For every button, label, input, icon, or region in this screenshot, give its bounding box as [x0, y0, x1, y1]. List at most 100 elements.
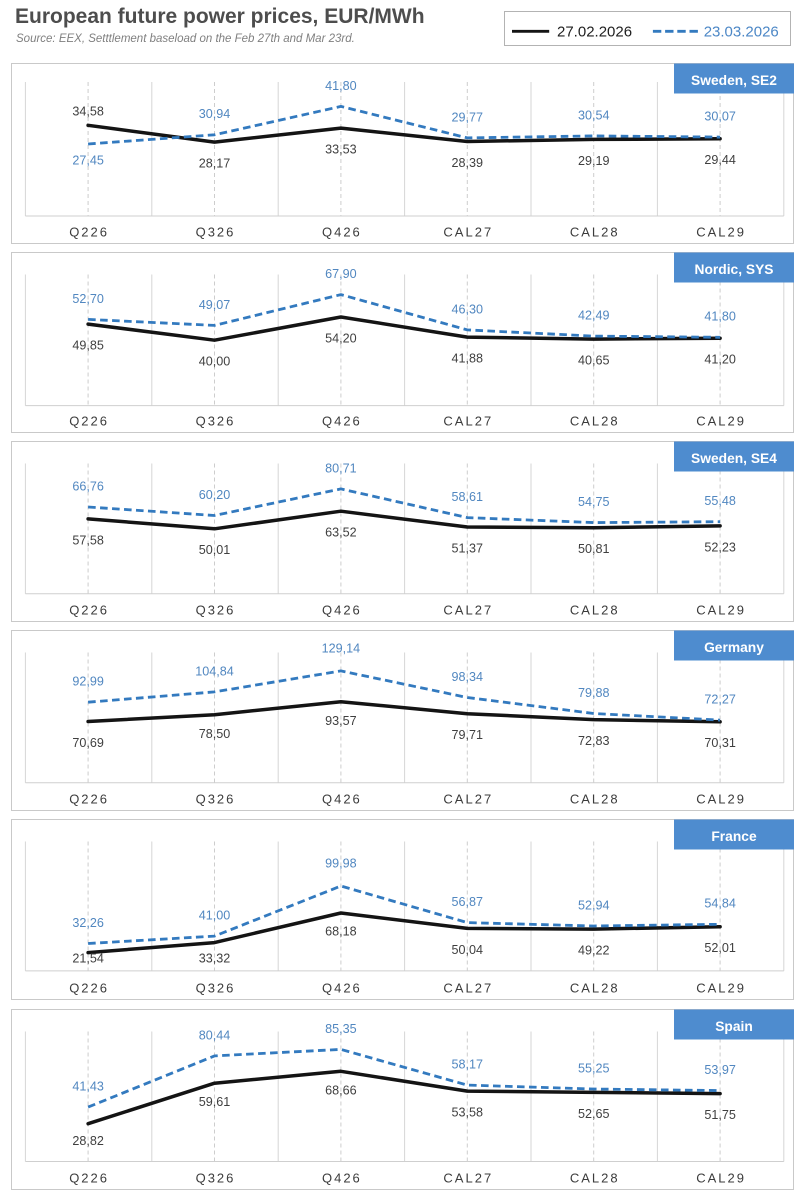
svg-text:CAL28: CAL28: [569, 792, 619, 807]
svg-text:85,35: 85,35: [325, 1021, 357, 1035]
svg-text:CAL27: CAL27: [443, 981, 493, 996]
svg-text:France: France: [711, 829, 757, 844]
svg-text:Q326: Q326: [195, 414, 235, 429]
svg-text:33,53: 33,53: [325, 143, 357, 157]
svg-text:CAL27: CAL27: [443, 1170, 493, 1185]
svg-text:40,00: 40,00: [198, 355, 230, 369]
svg-text:CAL29: CAL29: [696, 603, 746, 618]
svg-text:21,54: 21,54: [72, 952, 104, 966]
svg-text:72,27: 72,27: [704, 693, 736, 707]
svg-text:41,43: 41,43: [72, 1079, 104, 1093]
svg-text:CAL29: CAL29: [696, 1170, 746, 1185]
svg-text:CAL28: CAL28: [569, 225, 619, 240]
svg-text:53,58: 53,58: [451, 1105, 483, 1119]
svg-text:46,30: 46,30: [451, 302, 483, 316]
svg-text:Germany: Germany: [704, 640, 764, 655]
svg-text:Q326: Q326: [195, 225, 235, 240]
svg-text:51,75: 51,75: [704, 1108, 736, 1122]
svg-text:Q226: Q226: [69, 1170, 109, 1185]
svg-text:41,88: 41,88: [451, 352, 483, 366]
svg-text:Q326: Q326: [195, 1170, 235, 1185]
svg-text:42,49: 42,49: [577, 309, 609, 323]
svg-text:CAL29: CAL29: [696, 981, 746, 996]
svg-text:104,84: 104,84: [195, 665, 234, 679]
svg-text:Q426: Q426: [321, 603, 361, 618]
svg-text:Q226: Q226: [69, 981, 109, 996]
svg-text:Q226: Q226: [69, 414, 109, 429]
svg-text:Q226: Q226: [69, 603, 109, 618]
svg-text:52,70: 52,70: [72, 292, 104, 306]
svg-text:CAL28: CAL28: [569, 414, 619, 429]
svg-text:59,61: 59,61: [198, 1095, 230, 1109]
svg-text:80,44: 80,44: [198, 1028, 230, 1042]
svg-text:CAL28: CAL28: [569, 603, 619, 618]
svg-text:57,58: 57,58: [72, 533, 104, 547]
svg-text:66,76: 66,76: [72, 480, 104, 494]
svg-text:41,80: 41,80: [325, 79, 357, 93]
svg-text:92,99: 92,99: [72, 675, 104, 689]
svg-text:70,69: 70,69: [72, 736, 104, 750]
svg-text:CAL27: CAL27: [443, 603, 493, 618]
svg-text:CAL28: CAL28: [569, 1170, 619, 1185]
svg-text:28,39: 28,39: [451, 156, 483, 170]
svg-text:Q426: Q426: [321, 414, 361, 429]
svg-text:51,37: 51,37: [451, 542, 483, 556]
svg-text:52,23: 52,23: [704, 540, 736, 554]
svg-text:Q426: Q426: [321, 792, 361, 807]
svg-text:Q226: Q226: [69, 225, 109, 240]
svg-text:28,82: 28,82: [72, 1134, 104, 1148]
svg-text:55,48: 55,48: [704, 494, 736, 508]
svg-text:93,57: 93,57: [325, 714, 357, 728]
svg-text:67,90: 67,90: [325, 267, 357, 281]
svg-text:Q326: Q326: [195, 981, 235, 996]
svg-text:CAL27: CAL27: [443, 414, 493, 429]
svg-text:52,65: 52,65: [577, 1106, 609, 1120]
svg-text:Q426: Q426: [321, 225, 361, 240]
svg-text:Sweden, SE4: Sweden, SE4: [691, 451, 777, 466]
svg-text:129,14: 129,14: [321, 642, 360, 656]
svg-text:Spain: Spain: [715, 1018, 753, 1033]
svg-text:50,01: 50,01: [198, 543, 230, 557]
svg-text:41,00: 41,00: [198, 909, 230, 923]
svg-text:79,71: 79,71: [451, 728, 483, 742]
svg-text:54,75: 54,75: [577, 495, 609, 509]
svg-text:29,77: 29,77: [451, 110, 483, 124]
svg-text:29,44: 29,44: [704, 153, 736, 167]
svg-text:54,20: 54,20: [325, 331, 357, 345]
svg-text:72,83: 72,83: [577, 734, 609, 748]
svg-text:40,65: 40,65: [577, 354, 609, 368]
svg-text:41,80: 41,80: [704, 310, 736, 324]
svg-text:56,87: 56,87: [451, 895, 483, 909]
svg-text:CAL29: CAL29: [696, 225, 746, 240]
svg-text:54,84: 54,84: [704, 897, 736, 911]
svg-text:68,66: 68,66: [325, 1083, 357, 1097]
svg-text:41,20: 41,20: [704, 353, 736, 367]
svg-text:23.03.2026: 23.03.2026: [703, 23, 778, 40]
svg-text:80,71: 80,71: [325, 461, 357, 475]
svg-text:58,17: 58,17: [451, 1057, 483, 1071]
svg-text:Q326: Q326: [195, 603, 235, 618]
svg-text:Q426: Q426: [321, 1170, 361, 1185]
svg-text:68,18: 68,18: [325, 925, 357, 939]
svg-text:Q426: Q426: [321, 981, 361, 996]
svg-text:49,07: 49,07: [198, 298, 230, 312]
svg-text:52,01: 52,01: [704, 941, 736, 955]
svg-text:CAL28: CAL28: [569, 981, 619, 996]
svg-text:CAL27: CAL27: [443, 225, 493, 240]
svg-text:30,94: 30,94: [198, 107, 230, 121]
svg-text:58,61: 58,61: [451, 490, 483, 504]
svg-text:30,54: 30,54: [577, 108, 609, 122]
svg-text:99,98: 99,98: [325, 857, 357, 871]
svg-text:49,22: 49,22: [577, 944, 609, 958]
svg-text:Nordic, SYS: Nordic, SYS: [694, 262, 773, 277]
svg-text:60,20: 60,20: [198, 488, 230, 502]
svg-text:CAL29: CAL29: [696, 792, 746, 807]
svg-text:79,88: 79,88: [577, 686, 609, 700]
svg-text:28,17: 28,17: [198, 157, 230, 171]
svg-text:55,25: 55,25: [577, 1061, 609, 1075]
svg-text:Q326: Q326: [195, 792, 235, 807]
svg-text:Q226: Q226: [69, 792, 109, 807]
svg-text:50,81: 50,81: [577, 542, 609, 556]
svg-text:49,85: 49,85: [72, 339, 104, 353]
svg-text:98,34: 98,34: [451, 670, 483, 684]
